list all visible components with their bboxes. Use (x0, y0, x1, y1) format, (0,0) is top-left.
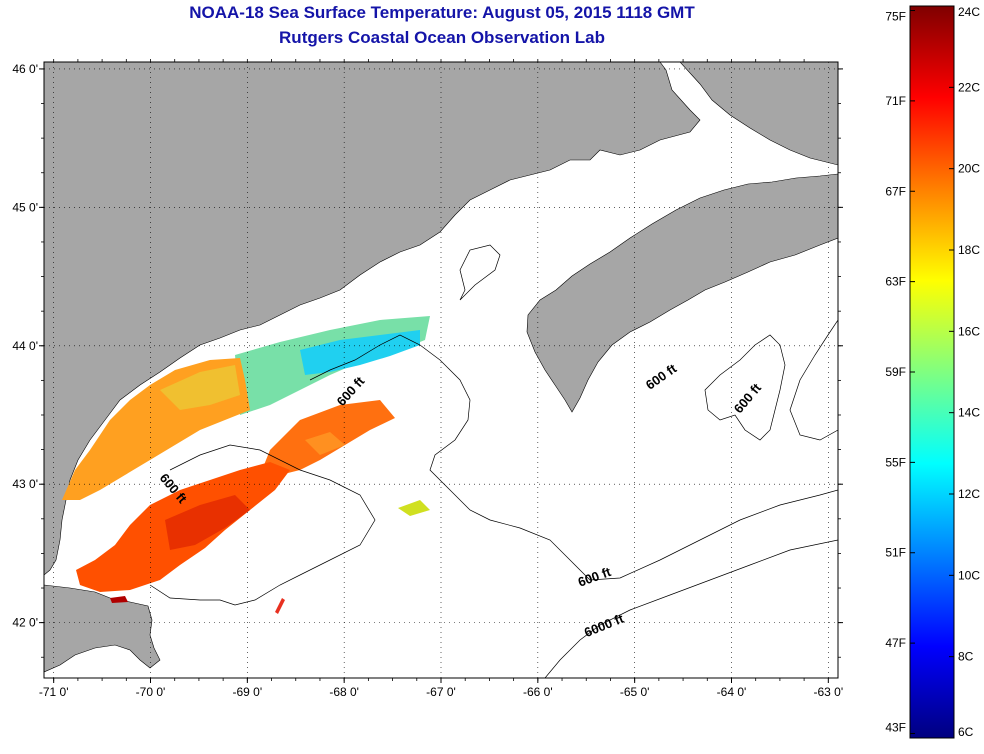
lat-tick-label: 42 0' (12, 616, 38, 630)
celsius-label: 24C (958, 5, 980, 19)
lon-tick-label: -71 0' (39, 685, 69, 699)
celsius-label: 8C (958, 650, 974, 664)
sst-swath (62, 316, 430, 614)
fahrenheit-label: 71F (885, 94, 906, 108)
lon-tick-label: -66 0' (523, 685, 553, 699)
lon-tick-label: -67 0' (426, 685, 456, 699)
map-subtitle: Rutgers Coastal Ocean Observation Lab (279, 28, 605, 47)
celsius-label: 10C (958, 568, 980, 582)
bathymetry-contours (149, 244, 838, 678)
celsius-label: 16C (958, 324, 980, 338)
celsius-label: 12C (958, 487, 980, 501)
celsius-label: 18C (958, 243, 980, 257)
lon-tick-label: -64 0' (717, 685, 747, 699)
fahrenheit-label: 43F (885, 720, 906, 734)
lat-tick-label: 44 0' (12, 339, 38, 353)
celsius-label: 6C (958, 725, 974, 739)
fahrenheit-label: 55F (885, 455, 906, 469)
land-nova-scotia (526, 173, 838, 413)
contour-600ft-scotian-2 (789, 319, 838, 441)
fahrenheit-label: 47F (885, 636, 906, 650)
contour-600ft-georges (149, 444, 376, 606)
lon-tick-label: -69 0' (233, 685, 263, 699)
celsius-label: 20C (958, 162, 980, 176)
fahrenheit-label: 67F (885, 184, 906, 198)
lon-tick-label: -63 0' (813, 685, 843, 699)
lat-tick-label: 45 0' (12, 200, 38, 214)
fahrenheit-label: 63F (885, 275, 906, 289)
contour-6000ft (544, 539, 838, 678)
land-northern (679, 62, 838, 166)
map-title: NOAA-18 Sea Surface Temperature: August … (189, 3, 695, 22)
fahrenheit-label: 75F (885, 10, 906, 24)
celsius-label: 14C (958, 406, 980, 420)
lat-tick-label: 43 0' (12, 477, 38, 491)
contour-inner (459, 244, 501, 301)
celsius-label: 22C (958, 80, 980, 94)
lon-tick-label: -70 0' (136, 685, 166, 699)
lon-tick-label: -68 0' (329, 685, 359, 699)
lat-tick-label: 46 0' (12, 62, 38, 76)
contour-600ft-gulf (309, 334, 838, 581)
land-mainland (44, 62, 701, 576)
fahrenheit-label: 59F (885, 365, 906, 379)
colorbar (909, 5, 955, 739)
lon-tick-label: -65 0' (620, 685, 650, 699)
colorbar-labels: 24C 22C 20C 18C 16C 14C 12C 10C 8C 6C 75F 71F 67F 63F… (885, 5, 980, 739)
fahrenheit-label: 51F (885, 546, 906, 560)
axis-ticks: -71 0' -70 0' -69 0' -68 0' -67 0' -66 0' -65 … (12, 59, 843, 699)
contour-600ft-scotian-1 (704, 334, 786, 441)
